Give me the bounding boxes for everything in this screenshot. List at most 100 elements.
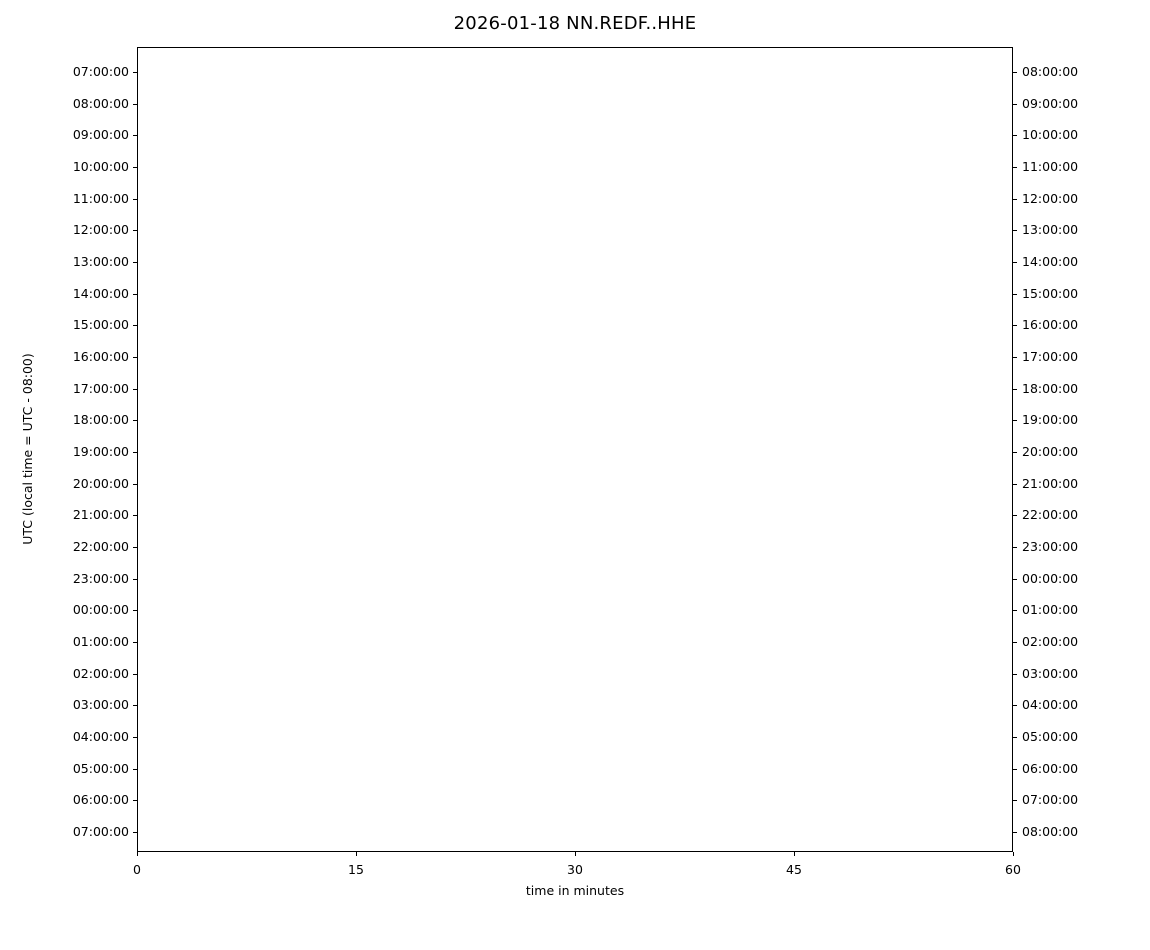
y-axis-left-tick-mark [133, 293, 137, 295]
y-axis-right-tick-label: 16:00:00 [1022, 317, 1079, 333]
y-axis-right-tick-mark [1013, 167, 1017, 168]
y-axis-left-tick-mark [133, 737, 137, 738]
x-axis-tick-mark [575, 852, 576, 856]
y-axis-right-tick-label: 10:00:00 [1022, 127, 1079, 143]
y-axis-right-tick-mark [1013, 832, 1017, 833]
y-axis-left-tick-mark [133, 198, 137, 200]
y-axis-left-tick-mark [133, 452, 137, 453]
y-axis-right-tick-label: 00:00:00 [1022, 570, 1079, 586]
y-axis-left-tick-mark [133, 388, 137, 390]
y-axis-right-tick-label: 08:00:00 [1022, 823, 1079, 839]
y-axis-right-tick-label: 02:00:00 [1022, 633, 1079, 649]
y-axis-right-tick-label: 15:00:00 [1022, 285, 1079, 301]
y-axis-left-tick-label: 16:00:00 [72, 348, 129, 364]
y-axis-right-tick-label: 18:00:00 [1022, 380, 1079, 396]
y-axis-right-tick-mark [1013, 515, 1017, 517]
y-axis-right-tick-label: 08:00:00 [1022, 63, 1079, 79]
y-axis-right-tick-label: 13:00:00 [1022, 222, 1079, 238]
y-axis-left-tick-mark [133, 420, 137, 422]
y-axis-left-tick-mark [133, 72, 137, 73]
y-axis-left-tick-label: 20:00:00 [72, 475, 129, 491]
x-axis-tick-label: 60 [1005, 862, 1021, 877]
y-axis-right-tick-mark [1013, 198, 1017, 200]
y-axis-left-tick-mark [133, 768, 137, 770]
y-axis-right-tick-mark [1013, 673, 1017, 675]
y-axis-left-tick-label: 01:00:00 [72, 633, 129, 649]
y-axis-left-tick-mark [133, 642, 137, 643]
y-axis-left-tick-label: 08:00:00 [72, 95, 129, 111]
y-axis-right-tick-mark [1013, 737, 1017, 738]
y-axis-right-tick-mark [1013, 768, 1017, 770]
y-axis-right-tick-label: 01:00:00 [1022, 602, 1079, 618]
y-axis-right-tick-mark [1013, 578, 1017, 580]
page-title: 2026-01-18 NN.REDF..HHE [453, 13, 697, 34]
y-axis-right-tick-mark [1013, 230, 1017, 232]
y-axis-left-tick-label: 10:00:00 [72, 158, 129, 174]
y-axis-left-tick-label: 19:00:00 [72, 443, 129, 459]
y-axis-left-tick-label: 13:00:00 [72, 253, 129, 269]
y-axis-left-tick-mark [133, 325, 137, 327]
y-axis-left-tick-mark [133, 103, 137, 105]
y-axis-left-tick-mark [133, 832, 137, 833]
y-axis-right-tick-label: 05:00:00 [1022, 728, 1079, 744]
y-axis-left-tick-label: 22:00:00 [72, 538, 129, 554]
y-axis-right-tick-label: 21:00:00 [1022, 475, 1079, 491]
y-axis-left-tick-label: 06:00:00 [72, 792, 129, 808]
y-axis-left-tick-mark [133, 578, 137, 580]
y-axis-left-tick-mark [133, 705, 137, 707]
y-axis-right-tick-mark [1013, 262, 1017, 263]
y-axis-left-tick-label: 09:00:00 [72, 127, 129, 143]
y-axis-left-tick-mark [133, 483, 137, 485]
y-axis-left-tick-label: 02:00:00 [72, 665, 129, 681]
y-axis-right-tick-label: 19:00:00 [1022, 412, 1079, 428]
y-axis-right-tick-mark [1013, 452, 1017, 453]
y-axis-left-tick-mark [133, 800, 137, 802]
y-axis-left-tick-label: 04:00:00 [72, 728, 129, 744]
y-axis-left-tick-mark [133, 167, 137, 168]
plot-axes-area [137, 47, 1013, 852]
y-axis-right-tick-mark [1013, 800, 1017, 802]
y-axis-right-tick-label: 07:00:00 [1022, 792, 1079, 808]
y-axis-right-tick-label: 23:00:00 [1022, 538, 1079, 554]
y-axis-right-tick-mark [1013, 483, 1017, 485]
y-axis-right-tick-mark [1013, 420, 1017, 422]
y-axis-right-tick-mark [1013, 642, 1017, 643]
y-axis-right-tick-mark [1013, 325, 1017, 327]
y-axis-left-tick-mark [133, 610, 137, 612]
y-axis-right-tick-label: 20:00:00 [1022, 443, 1079, 459]
y-axis-left-tick-label: 14:00:00 [72, 285, 129, 301]
y-axis-left-tick-mark [133, 357, 137, 358]
y-axis-right-tick-mark [1013, 357, 1017, 358]
x-axis-tick-label: 30 [567, 862, 583, 877]
y-axis-right-tick-label: 04:00:00 [1022, 697, 1079, 713]
y-axis-right-tick-mark [1013, 72, 1017, 73]
y-axis-left-tick-label: 17:00:00 [72, 380, 129, 396]
y-axis-right-tick-label: 22:00:00 [1022, 507, 1079, 523]
y-axis-left-tick-mark [133, 515, 137, 517]
y-axis-left-tick-label: 07:00:00 [72, 63, 129, 79]
y-axis-left-tick-label: 21:00:00 [72, 507, 129, 523]
y-axis-right-tick-mark [1013, 705, 1017, 707]
x-axis-label: time in minutes [525, 883, 625, 898]
y-axis-left-tick-label: 15:00:00 [72, 317, 129, 333]
y-axis-left-tick-label: 12:00:00 [72, 222, 129, 238]
y-axis-right-tick-mark [1013, 135, 1017, 137]
y-axis-left-tick-label: 07:00:00 [72, 823, 129, 839]
y-axis-right-tick-mark [1013, 610, 1017, 612]
y-axis-right-tick-label: 11:00:00 [1022, 158, 1079, 174]
x-axis-tick-mark [794, 852, 795, 856]
y-axis-left-tick-mark [133, 673, 137, 675]
y-axis-left-tick-label: 00:00:00 [72, 602, 129, 618]
x-axis-tick-label: 0 [133, 862, 141, 877]
y-axis-right-tick-mark [1013, 388, 1017, 390]
y-axis-left-tick-label: 23:00:00 [72, 570, 129, 586]
x-axis-tick-mark [1013, 852, 1014, 856]
y-axis-left-tick-mark [133, 547, 137, 548]
x-axis-tick-label: 15 [348, 862, 364, 877]
y-axis-right-tick-mark [1013, 547, 1017, 548]
x-axis-tick-mark [137, 852, 138, 856]
seismogram-traces-canvas [138, 48, 1012, 851]
y-axis-right-tick-mark [1013, 293, 1017, 295]
y-axis-left-tick-label: 11:00:00 [72, 190, 129, 206]
